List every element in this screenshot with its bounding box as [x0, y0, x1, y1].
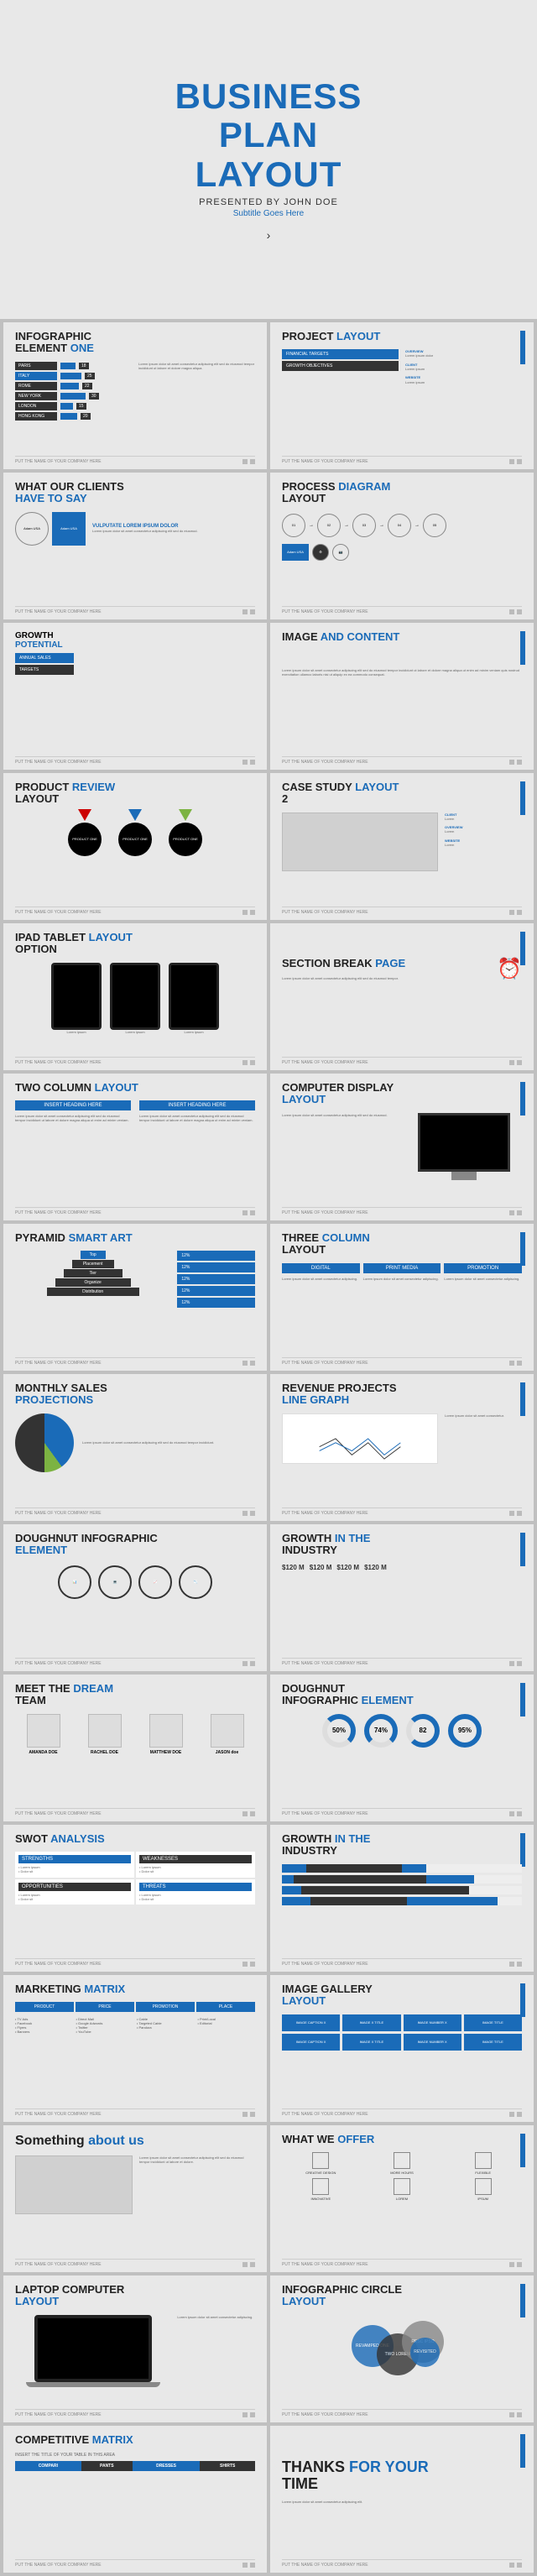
- tablet-icon: [169, 963, 219, 1030]
- clock-icon: ⏰: [497, 957, 522, 981]
- slide-laptop[interactable]: LAPTOP COMPUTERLAYOUT Lorem ipsum dolor …: [3, 2276, 267, 2422]
- slide-thanks[interactable]: THANKS FOR YOURTIME Lorem ipsum dolor si…: [270, 2426, 534, 2573]
- competitive-table: COMPARIPANTSDRESSESSHIRTS: [15, 2461, 255, 2513]
- donut-icon: 💻: [98, 1565, 132, 1599]
- bar-chart: [282, 1571, 522, 1622]
- tablet-icon: [51, 963, 102, 1030]
- donut-chart: 95%: [448, 1714, 482, 1748]
- monitor-icon: [418, 1113, 510, 1172]
- slide-infographic-circle[interactable]: INFOGRAPHIC CIRCLELAYOUT REVAMPED ONE TW…: [270, 2276, 534, 2422]
- slide-section-break[interactable]: SECTION BREAK PAGE Lorem ipsum dolor sit…: [270, 923, 534, 1070]
- slide-infographic-one[interactable]: INFOGRAPHICELEMENT ONE PARIS18 ITALY25 R…: [3, 322, 267, 469]
- slide-clients[interactable]: WHAT OUR CLIENTSHAVE TO SAY Adam USA Ada…: [3, 473, 267, 619]
- hero-presenter: PRESENTED BY JOHN DOE: [199, 197, 338, 207]
- slide-image-gallery[interactable]: IMAGE GALLERYLAYOUT IMAGE CAPTION X IMAG…: [270, 1975, 534, 2122]
- line-chart: [282, 1413, 438, 1464]
- slide-pyramid[interactable]: PYRAMID SMART ART Top Placement Tier Org…: [3, 1224, 267, 1371]
- slide-team[interactable]: MEET THE DREAMTEAM AMANDA DOE RACHEL DOE…: [3, 1675, 267, 1821]
- slide-growth-hbars[interactable]: GROWTH IN THEINDUSTRY PUT THE NAME OF YO…: [270, 1825, 534, 1972]
- laptop-icon: [34, 2315, 152, 2382]
- slide-monthly-sales[interactable]: MONTHLY SALESPROJECTIONS Lorem ipsum dol…: [3, 1374, 267, 1521]
- slide-competitive-matrix[interactable]: COMPETITIVE MATRIX INSERT THE TITLE OF Y…: [3, 2426, 267, 2573]
- slide-about-us[interactable]: Something about us Lorem ipsum dolor sit…: [3, 2125, 267, 2272]
- donut-chart: 74%: [364, 1714, 398, 1748]
- slide-what-we-offer[interactable]: WHAT WE OFFER CREATIVE DESIGN MORE HOURS…: [270, 2125, 534, 2272]
- slide-doughnut-1[interactable]: DOUGHNUT INFOGRAPHICELEMENT 📊 💻 📈 📉 PUT …: [3, 1524, 267, 1671]
- slide-swot[interactable]: SWOT ANALYSIS STRENGTHS• Lorem ipsum• Do…: [3, 1825, 267, 1972]
- slide-doughnut-2[interactable]: DOUGHNUTINFOGRAPHIC ELEMENT 50% 74% 82 9…: [270, 1675, 534, 1821]
- slide-product-review[interactable]: PRODUCT REVIEWLAYOUT PRODUCT ONE PRODUCT…: [3, 773, 267, 920]
- donut-chart: 50%: [322, 1714, 356, 1748]
- hero-slide: BUSINESS PLAN LAYOUT PRESENTED BY JOHN D…: [0, 0, 537, 319]
- hero-subtitle: Subtitle Goes Here: [233, 209, 305, 218]
- donut-icon: 📈: [138, 1565, 172, 1599]
- pie-chart: [15, 1413, 74, 1472]
- tablet-icon: [110, 963, 160, 1030]
- hero-title: BUSINESS PLAN LAYOUT: [175, 77, 362, 194]
- donut-icon: 📉: [179, 1565, 212, 1599]
- slide-grid: INFOGRAPHICELEMENT ONE PARIS18 ITALY25 R…: [0, 319, 537, 2576]
- slide-growth-industry-bars[interactable]: GROWTH IN THEINDUSTRY $120 M$120 M$120 M…: [270, 1524, 534, 1671]
- slide-process-diagram[interactable]: PROCESS DIAGRAMLAYOUT 01→ 02→ 03→ 04→ 05…: [270, 473, 534, 619]
- slide-revenue-line[interactable]: REVENUE PROJECTSLINE GRAPH Lorem ipsum d…: [270, 1374, 534, 1521]
- slide-marketing-matrix[interactable]: MARKETING MATRIX PRODUCT PRICE PROMOTION…: [3, 1975, 267, 2122]
- slide-case-study[interactable]: CASE STUDY LAYOUT2 CLIENTLorem OVERVIEWL…: [270, 773, 534, 920]
- slide-two-column[interactable]: TWO COLUMN LAYOUT INSERT HEADING HERELor…: [3, 1074, 267, 1220]
- slide-image-content[interactable]: IMAGE AND CONTENT Lorem ipsum dolor sit …: [270, 623, 534, 770]
- slide-computer-display[interactable]: COMPUTER DISPLAYLAYOUT Lorem ipsum dolor…: [270, 1074, 534, 1220]
- slide-ipad[interactable]: IPAD TABLET LAYOUTOPTION Lorem ipsum Lor…: [3, 923, 267, 1070]
- slide-growth-potential[interactable]: GROWTHPOTENTIAL ANNUAL SALES TARGETS PUT…: [3, 623, 267, 770]
- slide-project-layout[interactable]: PROJECT LAYOUT FINANCIAL TARGETS GROWTH …: [270, 322, 534, 469]
- hero-arrow-icon: ›: [267, 228, 271, 242]
- donut-icon: 📊: [58, 1565, 91, 1599]
- slide-three-column[interactable]: THREE COLUMNLAYOUT DIGITALLorem ipsum do…: [270, 1224, 534, 1371]
- donut-chart: 82: [406, 1714, 440, 1748]
- venn-diagram: REVAMPED ONE TWO LOREM RESC IPSO REVISIT…: [352, 2317, 452, 2375]
